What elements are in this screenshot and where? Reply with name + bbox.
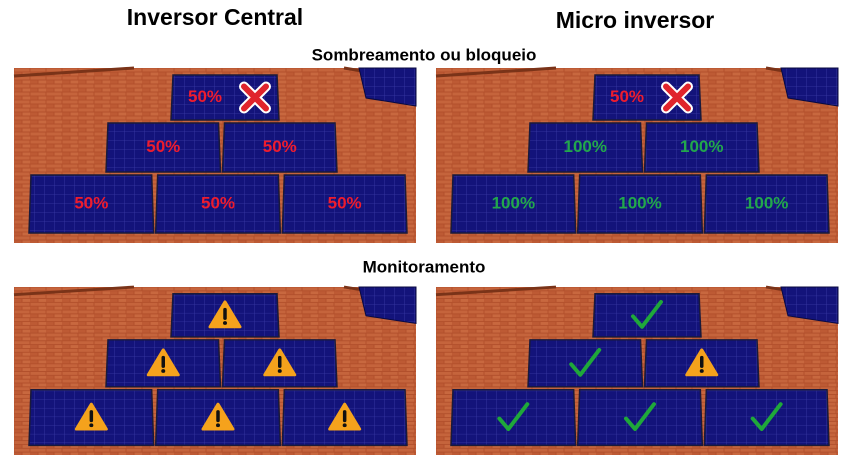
warning-icon: [223, 321, 227, 325]
panel-label: 50%: [263, 137, 297, 156]
extra-panel: [780, 67, 839, 107]
solar-panel: [105, 122, 222, 173]
solar-panel: [28, 174, 155, 234]
warning-icon: [277, 369, 282, 373]
solar-panel: [154, 174, 282, 234]
panel-label: 100%: [492, 193, 535, 212]
check-icon: [497, 402, 530, 432]
solar-panel: [576, 174, 704, 234]
roof-scene: [13, 285, 417, 455]
solar-panel: [592, 74, 702, 121]
panel-label: 50%: [188, 87, 222, 106]
panel-label: 50%: [328, 193, 362, 212]
panel-label: 100%: [618, 193, 661, 212]
x-icon: [663, 83, 691, 112]
extra-panel: [358, 67, 417, 107]
warning-icon: [699, 369, 704, 373]
extra-panel: [780, 286, 839, 325]
solar-panel: [450, 389, 577, 447]
check-icon: [569, 347, 602, 377]
panel-label: 50%: [146, 137, 180, 156]
panel-label: 100%: [564, 137, 607, 156]
solar-panel: [527, 122, 644, 173]
solar-panel: [703, 389, 830, 447]
solar-panel: [450, 174, 577, 234]
column-title: Inversor Central: [127, 4, 303, 30]
solar-panel: [592, 293, 702, 338]
check-icon: [631, 299, 663, 329]
section-title: Sombreamento ou bloqueio: [312, 45, 537, 64]
solar-panel: [170, 74, 280, 121]
panel-label: 50%: [74, 193, 108, 212]
solar-panel: [703, 174, 830, 234]
solar-panel: [576, 389, 704, 447]
roof-scene: [435, 285, 839, 455]
roof-scene: 50% 50% 50% 50% 50% 50%: [13, 66, 417, 243]
extra-panel: [358, 286, 417, 325]
warning-icon: [342, 423, 347, 428]
section-title: Monitoramento: [363, 257, 486, 276]
panel-label: 100%: [745, 193, 788, 212]
check-icon: [750, 402, 783, 432]
warning-icon: [161, 369, 166, 373]
solar-panel: [281, 174, 408, 234]
x-icon: [241, 83, 269, 112]
warning-icon: [89, 423, 94, 428]
solar-panel: [643, 122, 760, 173]
solar-panel: [527, 339, 644, 388]
warning-icon: [216, 423, 220, 428]
solar-panel: [221, 122, 338, 173]
panel-label: 50%: [201, 193, 235, 212]
panel-label: 50%: [610, 87, 644, 106]
panel-label: 100%: [680, 137, 723, 156]
roof-scene: 50% 100% 100% 100% 100% 100%: [435, 66, 839, 243]
column-title: Micro inversor: [556, 7, 715, 33]
check-icon: [624, 402, 656, 432]
